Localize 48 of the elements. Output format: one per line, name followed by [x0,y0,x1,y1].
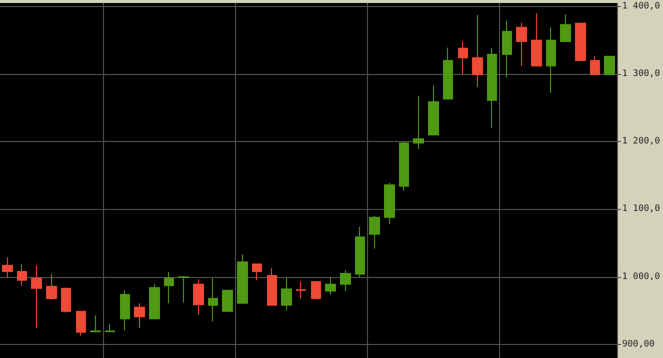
candlestick [2,256,13,278]
candlestick [428,84,439,136]
candlestick [134,302,145,329]
candlestick [369,216,380,249]
candlestick [502,20,512,78]
candlestick [17,264,27,286]
candlestick [590,56,600,76]
candlestick [208,278,218,322]
y-tick-label: 1 300,0 [622,69,660,79]
candlestick [120,290,130,331]
candlestick [149,284,160,320]
candlestick [560,14,571,42]
y-tick-label: 900,00 [622,339,655,350]
candlestick [178,276,189,304]
candlestick [164,272,174,304]
candlestick [281,277,292,312]
candlestick [267,268,277,306]
y-tick-label: 1 100,0 [622,204,660,214]
candlestick [575,22,586,61]
candlestick [516,22,527,66]
candlestick [76,310,86,336]
y-tick-label: 1 000,0 [622,272,660,282]
y-tick-label: 1 200,0 [622,136,660,147]
candlestick [31,264,42,329]
candlestick [61,287,71,314]
candlestick [311,281,321,299]
candlestick [105,324,115,333]
candlestick [384,182,395,225]
candlestick [237,254,248,304]
candlestick [604,55,615,76]
candlestick [90,314,101,333]
candlestick [443,47,453,100]
candlestick [46,274,57,300]
y-tick-label: 1 400,0 [622,1,660,12]
candlestick [252,264,262,281]
candlestick [531,12,542,66]
candlestick [458,41,468,76]
candlestick [296,281,306,299]
candlestick [546,26,556,94]
candlestick [472,14,483,88]
candlestick [193,279,204,316]
candlestick [340,270,351,292]
candlestick [413,95,424,150]
candlestick [222,289,233,312]
candlestick [325,277,336,295]
candlestick [487,48,497,129]
candlestick [399,141,409,192]
candlestick [355,226,365,278]
